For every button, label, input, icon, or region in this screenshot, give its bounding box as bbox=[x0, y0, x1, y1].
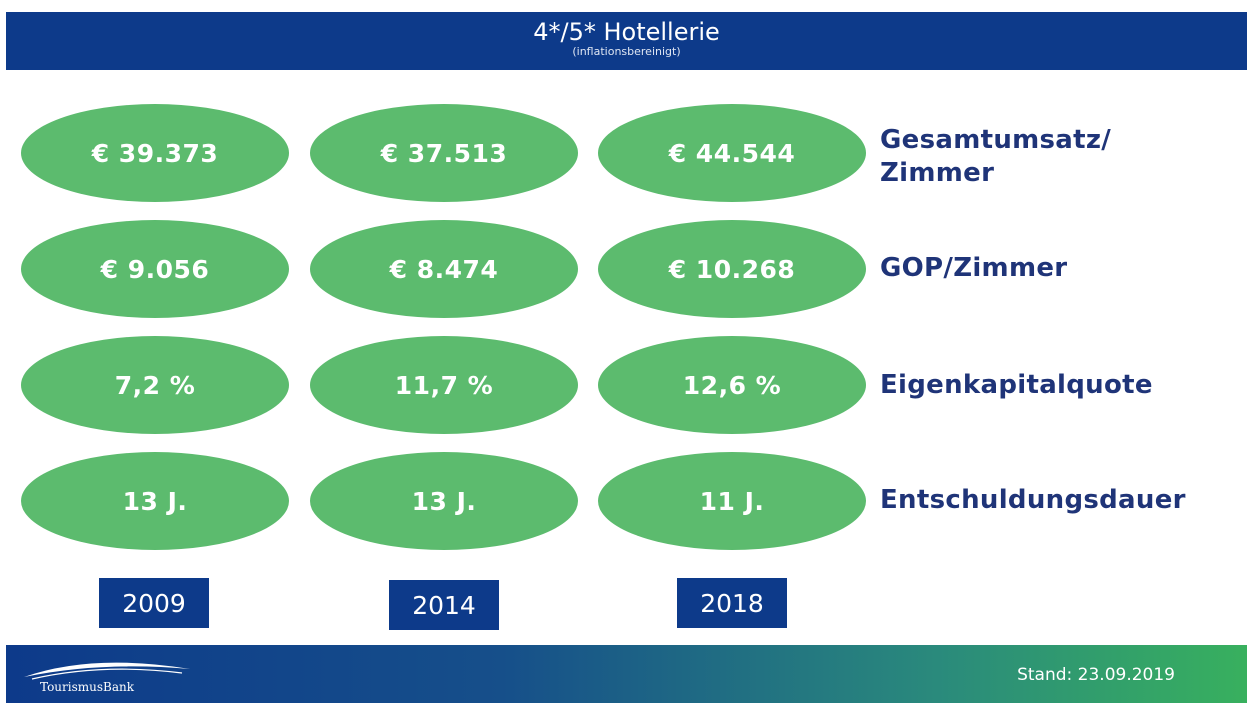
value-text: € 8.474 bbox=[389, 254, 499, 284]
value-oval-entschuldung-2014: 13 J. bbox=[310, 452, 578, 550]
metric-label-gesamtumsatz: Gesamtumsatz/ Zimmer bbox=[880, 124, 1111, 190]
value-text: 11,7 % bbox=[394, 370, 494, 400]
value-oval-entschuldung-2018: 11 J. bbox=[598, 452, 866, 550]
metric-label-eigenkapitalquote: Eigenkapitalquote bbox=[880, 369, 1153, 402]
value-oval-eigenkapital-2018: 12,6 % bbox=[598, 336, 866, 434]
logo-swoosh-icon bbox=[24, 662, 190, 680]
year-label: 2009 bbox=[122, 588, 186, 618]
year-label: 2018 bbox=[700, 588, 764, 618]
value-oval-gop-2014: € 8.474 bbox=[310, 220, 578, 318]
value-oval-umsatz-2014: € 37.513 bbox=[310, 104, 578, 202]
year-box-2014: 2014 bbox=[389, 580, 499, 630]
logo-text: TourismusBank bbox=[40, 680, 134, 694]
tourismusbank-logo: TourismusBank bbox=[22, 651, 192, 699]
footer-bar: TourismusBank Stand: 23.09.2019 bbox=[6, 645, 1247, 703]
metric-label-gop: GOP/Zimmer bbox=[880, 252, 1067, 285]
value-oval-umsatz-2018: € 44.544 bbox=[598, 104, 866, 202]
value-text: € 9.056 bbox=[100, 254, 210, 284]
value-oval-entschuldung-2009: 13 J. bbox=[21, 452, 289, 550]
stand-date: Stand: 23.09.2019 bbox=[1017, 665, 1175, 685]
value-text: € 39.373 bbox=[91, 138, 219, 168]
metric-label-line: Entschuldungsdauer bbox=[880, 485, 1186, 515]
value-text: € 44.544 bbox=[668, 138, 796, 168]
page-title: 4*/5* Hotellerie bbox=[533, 18, 720, 46]
value-oval-eigenkapital-2014: 11,7 % bbox=[310, 336, 578, 434]
metric-label-line: Eigenkapitalquote bbox=[880, 370, 1153, 400]
metric-label-line: GOP/Zimmer bbox=[880, 253, 1068, 283]
value-text: € 37.513 bbox=[380, 138, 508, 168]
value-text: 13 J. bbox=[411, 486, 477, 516]
metric-label-line: Gesamtumsatz/ bbox=[880, 125, 1112, 155]
value-oval-gop-2009: € 9.056 bbox=[21, 220, 289, 318]
header-banner: 4*/5* Hotellerie (inflationsbereinigt) bbox=[6, 12, 1247, 70]
value-text: € 10.268 bbox=[668, 254, 796, 284]
value-oval-gop-2018: € 10.268 bbox=[598, 220, 866, 318]
page-subtitle: (inflationsbereinigt) bbox=[572, 45, 681, 58]
year-label: 2014 bbox=[412, 590, 476, 620]
value-oval-umsatz-2009: € 39.373 bbox=[21, 104, 289, 202]
metric-label-line: Zimmer bbox=[880, 158, 995, 188]
year-box-2009: 2009 bbox=[99, 578, 209, 628]
value-text: 7,2 % bbox=[114, 370, 196, 400]
value-text: 12,6 % bbox=[682, 370, 782, 400]
metric-label-entschuldungsdauer: Entschuldungsdauer bbox=[880, 484, 1186, 517]
value-oval-eigenkapital-2009: 7,2 % bbox=[21, 336, 289, 434]
year-box-2018: 2018 bbox=[677, 578, 787, 628]
value-text: 11 J. bbox=[699, 486, 765, 516]
value-text: 13 J. bbox=[122, 486, 188, 516]
